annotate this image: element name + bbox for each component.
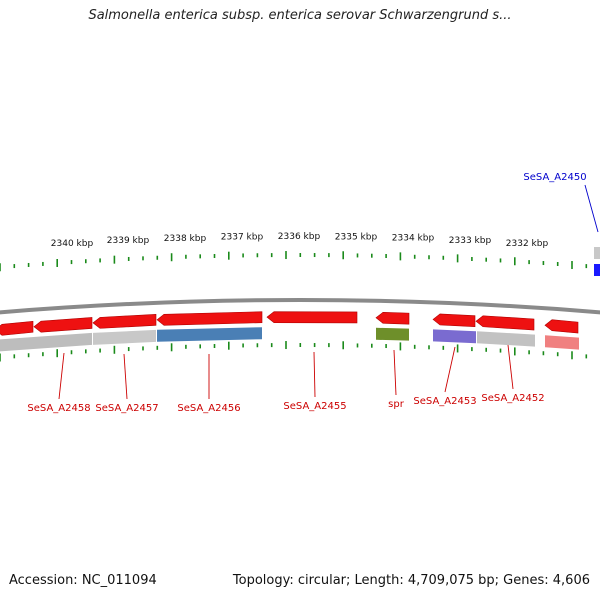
gene-leader-line: [444, 346, 456, 393]
scale-label: 2335 kbp: [335, 232, 378, 242]
scale-label: 2339 kbp: [107, 236, 150, 246]
gene-label: SeSA_A2458: [27, 403, 90, 414]
gene-leader-line: [507, 344, 514, 390]
gene-label: SeSA_A2455: [283, 401, 346, 412]
gene-label: SeSA_A2457: [95, 403, 158, 414]
gene-arrow: [266, 311, 358, 324]
gene-arrow: [156, 311, 263, 326]
feature-bar: [0, 332, 92, 352]
gene-arrow: [375, 311, 410, 325]
scale-label: 2332 kbp: [506, 239, 549, 249]
scale-label: 2340 kbp: [51, 239, 94, 249]
scale-label: 2337 kbp: [221, 232, 264, 242]
scale-label: 2338 kbp: [164, 234, 207, 244]
map-title: Salmonella enterica subsp. enterica sero…: [88, 8, 512, 23]
feature-bar: [594, 264, 600, 276]
feature-bar: [545, 335, 579, 350]
gene-leader-line: [123, 353, 128, 400]
feature-bar: [433, 329, 476, 344]
gene-label: SeSA_A2450: [523, 172, 586, 183]
gene-arrow: [475, 315, 535, 331]
gene-label: SeSA_A2456: [177, 403, 240, 414]
feature-bar: [157, 327, 262, 342]
gene-arrow: [92, 314, 157, 329]
scale-label: 2333 kbp: [449, 236, 492, 246]
gene-label: SeSA_A2452: [481, 393, 544, 404]
gene-arrow: [544, 319, 579, 334]
gene-arrow: [33, 317, 93, 333]
gene-leader-line: [58, 352, 65, 400]
gene-arrow: [432, 313, 476, 328]
gene-arrow: [0, 320, 34, 336]
feature-bar: [93, 329, 156, 345]
genome-summary: Topology: circular; Length: 4,709,075 bp…: [232, 573, 590, 588]
gene-leader-line: [584, 184, 599, 233]
scale-label: 2334 kbp: [392, 234, 435, 244]
gene-leader-line: [313, 351, 316, 398]
accession-label: Accession: NC_011094: [9, 573, 157, 588]
genome-backbone: [0, 298, 600, 315]
gene-label: spr: [388, 399, 405, 410]
feature-bar: [477, 331, 535, 347]
feature-bar: [376, 327, 409, 341]
scale-label: 2336 kbp: [278, 232, 321, 242]
gene-leader-line: [393, 349, 397, 396]
feature-bar: [594, 247, 600, 259]
gene-label: SeSA_A2453: [413, 396, 476, 407]
